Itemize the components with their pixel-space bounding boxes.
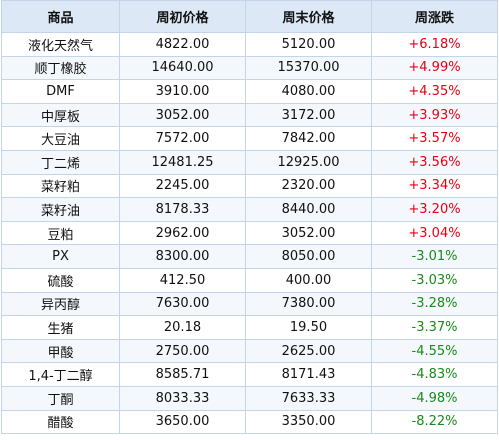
commodity-name-cell: 菜籽油 [1,197,120,222]
weekly-change-cell: -3.37% [371,315,498,340]
table-row: 甲酸 2750.00 2625.00 -4.55% [1,338,498,364]
weekly-change-cell: -4.98% [371,385,498,411]
weekly-change-cell: -4.55% [371,338,498,364]
week-end-price-cell: 8440.00 [245,197,372,222]
weekly-change-cell: +4.99% [371,55,498,81]
week-end-price-cell: 7842.00 [245,126,372,151]
table-row: 丁酮 8033.33 7633.33 -4.98% [1,385,498,411]
week-end-price-cell: 400.00 [245,267,372,293]
weekly-change-cell: -3.03% [371,267,498,293]
week-start-price-cell: 4822.00 [119,32,246,57]
table-row: DMF 3910.00 4080.00 +4.35% [1,79,498,104]
week-start-price-cell: 7630.00 [119,291,246,317]
weekly-change-cell: +3.93% [371,102,498,128]
weekly-change-cell: -3.28% [371,291,498,317]
week-end-price-cell: 7633.33 [245,385,372,411]
week-end-price-cell: 15370.00 [245,55,372,81]
table-row: 醋酸 3650.00 3350.00 -8.22% [1,409,498,435]
table-row: 菜籽油 8178.33 8440.00 +3.20% [1,197,498,222]
table-row: 大豆油 7572.00 7842.00 +3.57% [1,126,498,151]
weekly-change-cell: -3.01% [371,244,498,269]
weekly-change-cell: +3.34% [371,173,498,199]
week-start-price-cell: 3650.00 [119,409,246,435]
week-start-price-cell: 3910.00 [119,79,246,104]
week-start-price-cell: 8300.00 [119,244,246,269]
table-header-row: 商品 周初价格 周末价格 周涨跌 [1,0,498,33]
header-week-start-price: 周初价格 [119,0,246,33]
weekly-change-cell: +3.56% [371,149,498,175]
header-commodity: 商品 [1,0,120,33]
weekly-change-cell: +3.20% [371,197,498,222]
commodity-name-cell: 中厚板 [1,102,120,128]
weekly-change-cell: +6.18% [371,32,498,57]
table-row: 液化天然气 4822.00 5120.00 +6.18% [1,32,498,57]
commodity-name-cell: 丁二烯 [1,149,120,175]
week-start-price-cell: 3052.00 [119,102,246,128]
week-start-price-cell: 2750.00 [119,338,246,364]
week-end-price-cell: 4080.00 [245,79,372,104]
table-row: 顺丁橡胶 14640.00 15370.00 +4.99% [1,55,498,81]
commodity-name-cell: 1,4-丁二醇 [1,362,120,387]
week-start-price-cell: 7572.00 [119,126,246,151]
week-end-price-cell: 3350.00 [245,409,372,435]
commodity-name-cell: 液化天然气 [1,32,120,57]
week-end-price-cell: 8050.00 [245,244,372,269]
commodity-name-cell: 大豆油 [1,126,120,151]
week-end-price-cell: 7380.00 [245,291,372,317]
week-start-price-cell: 8178.33 [119,197,246,222]
week-end-price-cell: 8171.43 [245,362,372,387]
commodity-name-cell: 菜籽粕 [1,173,120,199]
table-row: 菜籽粕 2245.00 2320.00 +3.34% [1,173,498,199]
table-row: 1,4-丁二醇 8585.71 8171.43 -4.83% [1,362,498,387]
commodity-name-cell: 生猪 [1,315,120,340]
weekly-change-cell: -8.22% [371,409,498,435]
weekly-change-cell: +3.57% [371,126,498,151]
week-start-price-cell: 2962.00 [119,220,246,246]
commodity-name-cell: 异丙醇 [1,291,120,317]
commodity-name-cell: 丁酮 [1,385,120,411]
week-start-price-cell: 8585.71 [119,362,246,387]
commodity-name-cell: 顺丁橡胶 [1,55,120,81]
weekly-change-cell: +4.35% [371,79,498,104]
commodity-name-cell: 醋酸 [1,409,120,435]
weekly-change-cell: +3.04% [371,220,498,246]
week-end-price-cell: 3172.00 [245,102,372,128]
week-end-price-cell: 12925.00 [245,149,372,175]
table-row: 豆粕 2962.00 3052.00 +3.04% [1,220,498,246]
week-end-price-cell: 19.50 [245,315,372,340]
week-start-price-cell: 14640.00 [119,55,246,81]
header-week-end-price: 周末价格 [245,0,372,33]
week-end-price-cell: 2625.00 [245,338,372,364]
commodity-name-cell: 硫酸 [1,267,120,293]
week-start-price-cell: 8033.33 [119,385,246,411]
table-row: 生猪 20.18 19.50 -3.37% [1,315,498,340]
weekly-change-cell: -4.83% [371,362,498,387]
table-body: 液化天然气 4822.00 5120.00 +6.18% 顺丁橡胶 14640.00 153… [1,32,498,435]
week-start-price-cell: 2245.00 [119,173,246,199]
week-start-price-cell: 20.18 [119,315,246,340]
table-row: 中厚板 3052.00 3172.00 +3.93% [1,102,498,128]
commodity-name-cell: DMF [1,79,120,104]
week-start-price-cell: 412.50 [119,267,246,293]
commodity-name-cell: 甲酸 [1,338,120,364]
table-row: 异丙醇 7630.00 7380.00 -3.28% [1,291,498,317]
week-end-price-cell: 5120.00 [245,32,372,57]
commodity-name-cell: PX [1,244,120,269]
week-start-price-cell: 12481.25 [119,149,246,175]
commodity-name-cell: 豆粕 [1,220,120,246]
table-row: 硫酸 412.50 400.00 -3.03% [1,267,498,293]
table-row: PX 8300.00 8050.00 -3.01% [1,244,498,269]
week-end-price-cell: 2320.00 [245,173,372,199]
week-end-price-cell: 3052.00 [245,220,372,246]
table-row: 丁二烯 12481.25 12925.00 +3.56% [1,149,498,175]
header-weekly-change: 周涨跌 [371,0,498,33]
